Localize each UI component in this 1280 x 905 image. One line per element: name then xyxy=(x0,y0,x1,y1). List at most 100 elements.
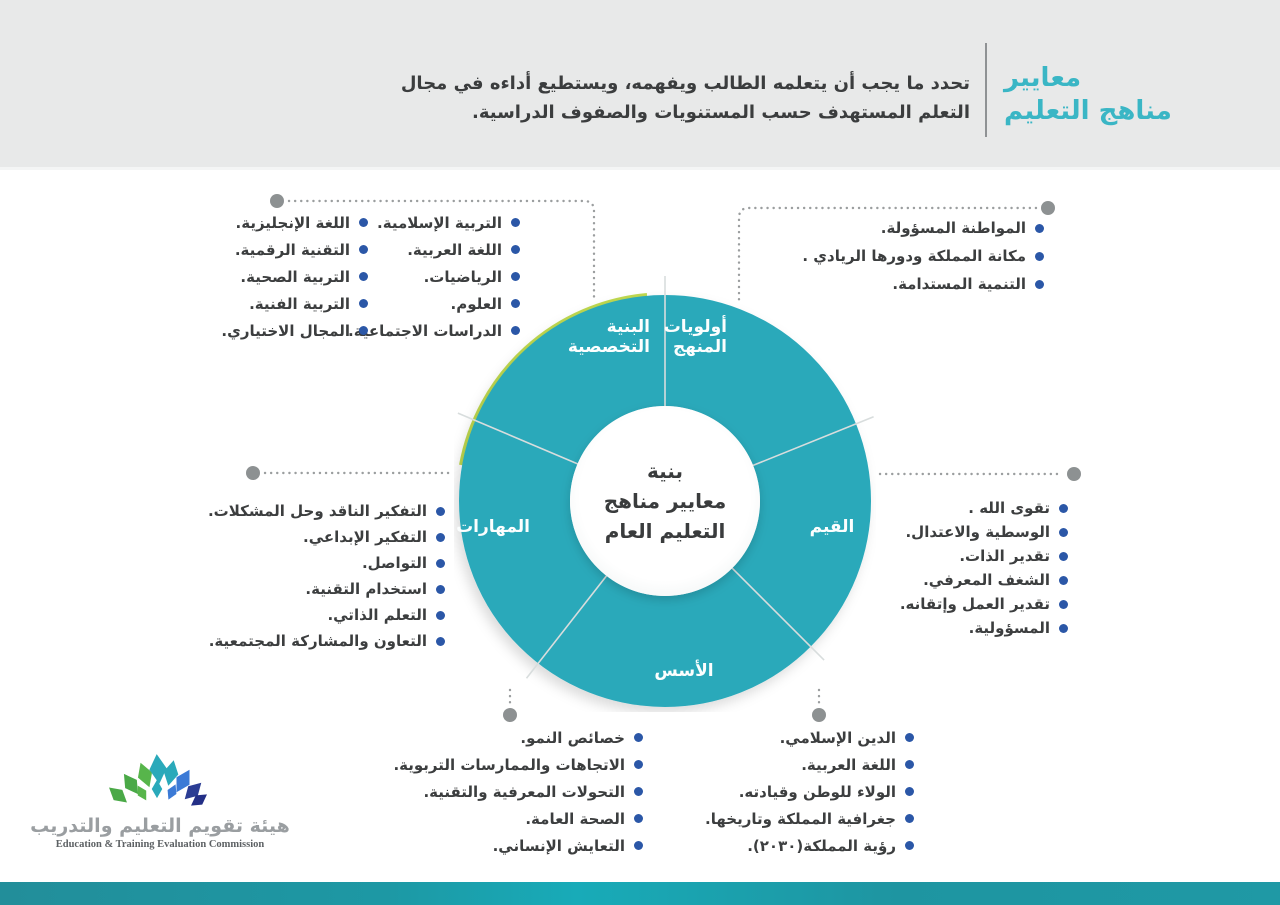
header-band: معايير مناهج التعليم تحدد ما يجب أن يتعل… xyxy=(0,0,1280,170)
list-item-label: العلوم. xyxy=(450,294,502,313)
list-item: مكانة المملكة ودورها الريادي . xyxy=(802,242,1044,270)
list-item-label: الولاء للوطن وقيادته. xyxy=(738,782,896,801)
footer-accent-bar xyxy=(0,882,1280,905)
etec-logo: هيئة تقويم التعليم والتدريب Education & … xyxy=(30,748,290,850)
list-item-label: المواطنة المسؤولة. xyxy=(880,219,1026,237)
list-item-label: رؤية المملكة(٢٠٣٠). xyxy=(747,836,896,855)
list-item-label: التحولات المعرفية والتقنية. xyxy=(423,782,625,801)
list-item: التواصل. xyxy=(208,550,445,576)
bullet-icon xyxy=(1059,623,1068,633)
page-title-line1: معايير xyxy=(1004,63,1082,93)
list-item-label: الاتجاهات والممارسات التربوية. xyxy=(393,755,625,774)
list-item: التعلم الذاتي. xyxy=(208,602,445,628)
bullet-icon xyxy=(436,636,445,646)
segment-dividers xyxy=(457,276,874,679)
bullet-icon xyxy=(634,733,643,742)
connector-dot xyxy=(503,708,517,722)
list-item-label: التواصل. xyxy=(361,554,427,572)
logo-name-english: Education & Training Evaluation Commissi… xyxy=(55,839,265,850)
wheel-center-title-line: التعليم العام xyxy=(604,519,726,543)
list-item-label: الصحة العامة. xyxy=(525,809,625,828)
bullet-icon xyxy=(1035,251,1044,261)
list-item-label: اللغة العربية. xyxy=(407,240,502,259)
list-skills: التفكير الناقد وحل المشكلات. التفكير الإ… xyxy=(208,498,445,654)
list-values: تقوى الله . الوسطية والاعتدال. تقدير الذ… xyxy=(900,496,1068,640)
wheel-center-circle xyxy=(570,406,760,596)
list-item: اللغة العربية. xyxy=(348,236,520,263)
wheel-center-title-line: معايير مناهج xyxy=(603,489,727,513)
bullet-icon xyxy=(1035,279,1044,289)
bullet-icon xyxy=(905,733,914,742)
list-item-label: التربية الصحية. xyxy=(240,267,350,286)
connector-dots xyxy=(246,194,1081,722)
list-item-label: خصائص النمو. xyxy=(520,728,625,747)
bullet-icon xyxy=(1059,527,1068,537)
segment-label-skills: المهارات xyxy=(456,517,530,537)
list-item: التعاون والمشاركة المجتمعية. xyxy=(208,628,445,654)
segment-label-line: البنية xyxy=(606,317,650,337)
list-item-label: الشغف المعرفي. xyxy=(923,571,1050,589)
bullet-icon xyxy=(436,584,445,594)
list-curriculum-priorities: المواطنة المسؤولة. مكانة المملكة ودورها … xyxy=(802,214,1044,298)
header-description-line1: تحدد ما يجب أن يتعلمه الطالب ويفهمه، ويس… xyxy=(400,73,970,94)
wheel-center-title: بنية معايير مناهج التعليم العام xyxy=(577,456,753,546)
list-item: التقنية الرقمية. xyxy=(221,236,368,263)
list-item-label: جغرافية المملكة وتاريخها. xyxy=(705,809,896,828)
connector-dot xyxy=(270,194,284,208)
list-item: اللغة الإنجليزية. xyxy=(221,209,368,236)
connector-dot xyxy=(812,708,826,722)
list-item-label: التعلم الذاتي. xyxy=(327,606,427,624)
dotted-connectors xyxy=(263,199,1064,707)
divider-line xyxy=(752,415,874,467)
list-item: التفكير الناقد وحل المشكلات. xyxy=(208,498,445,524)
divider-line xyxy=(457,412,578,465)
list-item-label: الرياضيات. xyxy=(423,267,502,286)
bullet-icon xyxy=(1059,551,1068,561)
bullet-icon xyxy=(905,841,914,850)
list-item: المجال الاختياري. xyxy=(221,317,368,344)
list-item: التعايش الإنساني. xyxy=(393,832,643,859)
bullet-icon xyxy=(359,245,368,254)
list-item: تقدير العمل وإتقانه. xyxy=(900,592,1068,616)
bullet-icon xyxy=(359,326,368,335)
list-item-label: الدين الإسلامي. xyxy=(779,728,896,747)
list-item: الرياضيات. xyxy=(348,263,520,290)
bullet-icon xyxy=(511,272,520,281)
list-item-label: التعاون والمشاركة المجتمعية. xyxy=(208,632,427,650)
list-item-label: التفكير الإبداعي. xyxy=(303,528,427,546)
list-item: المسؤولية. xyxy=(900,616,1068,640)
list-item-label: التنمية المستدامة. xyxy=(892,275,1026,293)
bullet-icon xyxy=(436,610,445,620)
bullet-icon xyxy=(905,760,914,769)
list-item: الدين الإسلامي. xyxy=(705,724,914,751)
bullet-icon xyxy=(1059,575,1068,585)
bullet-icon xyxy=(1035,223,1044,233)
list-item-label: استخدام التقنية. xyxy=(305,580,427,598)
list-item: جغرافية المملكة وتاريخها. xyxy=(705,805,914,832)
bullet-icon xyxy=(359,218,368,227)
list-item: الشغف المعرفي. xyxy=(900,568,1068,592)
bullet-icon xyxy=(905,787,914,796)
list-item-label: المجال الاختياري. xyxy=(221,321,350,340)
list-item-label: اللغة العربية. xyxy=(801,755,896,774)
list-item: التفكير الإبداعي. xyxy=(208,524,445,550)
list-item: اللغة العربية. xyxy=(705,751,914,778)
list-item: رؤية المملكة(٢٠٣٠). xyxy=(705,832,914,859)
list-item: التربية الصحية. xyxy=(221,263,368,290)
list-item: تقوى الله . xyxy=(900,496,1068,520)
list-item: الولاء للوطن وقيادته. xyxy=(705,778,914,805)
connector-top-left xyxy=(287,199,596,304)
segment-label-values: القيم xyxy=(809,517,855,537)
bullet-icon xyxy=(436,532,445,542)
bullet-icon xyxy=(634,760,643,769)
connector-dot xyxy=(1041,201,1055,215)
list-item-label: التعايش الإنساني. xyxy=(492,836,625,855)
bullet-icon xyxy=(1059,599,1068,609)
list-item: التربية الفنية. xyxy=(221,290,368,317)
etec-logo-icon xyxy=(109,754,207,806)
bullet-icon xyxy=(1059,503,1068,513)
list-item: الاتجاهات والممارسات التربوية. xyxy=(393,751,643,778)
divider-line xyxy=(525,575,608,679)
segment-label-line: أولويات xyxy=(663,317,727,337)
